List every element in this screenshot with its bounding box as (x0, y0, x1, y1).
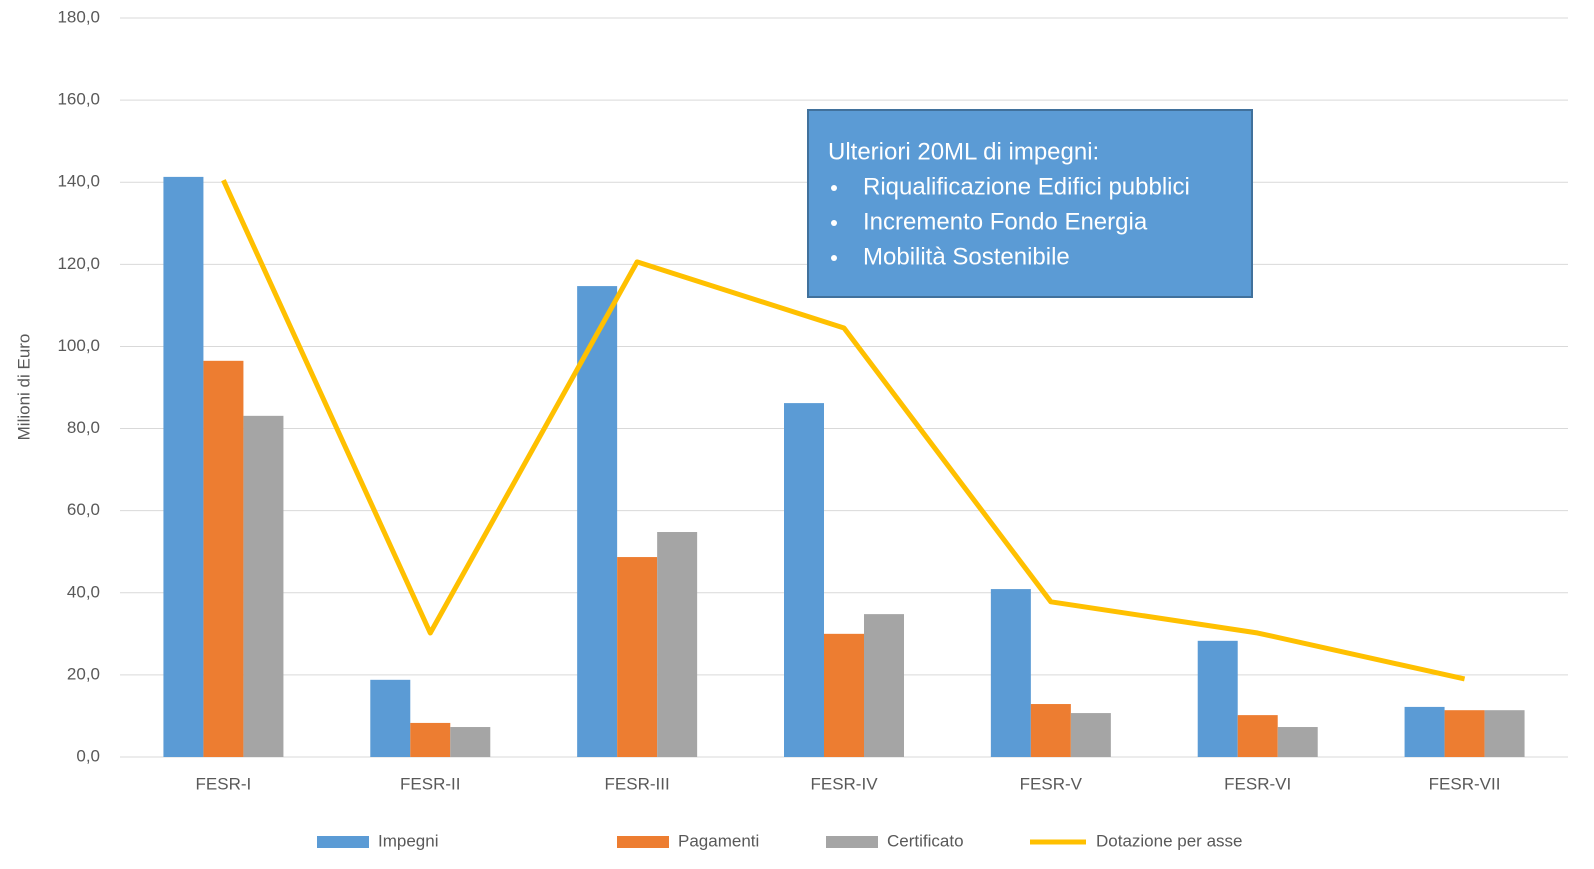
y-tick-label: 40,0 (67, 582, 100, 601)
x-tick-label: FESR-IV (810, 774, 878, 793)
x-tick-label: FESR-V (1020, 774, 1083, 793)
bar (577, 286, 618, 757)
annotation-title: Ulteriori 20ML di impegni: (828, 138, 1099, 165)
x-tick-label: FESR-II (400, 774, 460, 793)
bar (864, 614, 904, 757)
bullet (831, 255, 837, 261)
legend-label: Impegni (378, 831, 438, 850)
bullet (831, 185, 837, 191)
y-tick-label: 180,0 (57, 7, 100, 26)
x-tick-label: FESR-III (605, 774, 670, 793)
line (221, 179, 1466, 682)
legend-label: Certificato (887, 831, 964, 850)
y-axis-label: Milioni di Euro (14, 334, 33, 441)
bar (1484, 710, 1525, 757)
legend-label: Pagamenti (678, 831, 759, 850)
annotation-item: Incremento Fondo Energia (863, 208, 1148, 235)
bar (657, 532, 698, 757)
annotation: Ulteriori 20ML di impegni: Riqualificazio… (807, 109, 1253, 298)
y-tick-label: 20,0 (67, 664, 100, 683)
bar (1444, 710, 1485, 757)
bar (450, 727, 491, 757)
x-tick-label: FESR-VII (1429, 774, 1501, 793)
x-tick-label: FESR-VI (1224, 774, 1291, 793)
bar (163, 176, 204, 757)
bar (370, 679, 411, 757)
y-tick-label: 160,0 (57, 90, 100, 109)
bar (617, 557, 658, 757)
bar (243, 415, 284, 757)
bar (1030, 704, 1071, 757)
y-tick-label: 80,0 (67, 418, 100, 437)
legend-swatch (317, 836, 369, 848)
bar (1197, 640, 1238, 757)
legend-swatch (617, 836, 669, 848)
y-tick-label: 140,0 (57, 172, 100, 191)
bullet (831, 220, 837, 226)
bar (990, 589, 1031, 757)
y-tick-label: 120,0 (57, 254, 100, 273)
y-tick-label: 100,0 (57, 336, 100, 355)
bar (203, 360, 244, 757)
bar (824, 633, 864, 757)
annotation-item: Riqualificazione Edifici pubblici (863, 173, 1190, 200)
legend-label: Dotazione per asse (1096, 831, 1242, 850)
annotation-item: Mobilità Sostenibile (863, 243, 1070, 270)
bar (1237, 715, 1278, 757)
bar (1070, 713, 1111, 757)
bar (784, 403, 824, 757)
x-tick-label: FESR-I (196, 774, 252, 793)
bar (1277, 727, 1318, 757)
annotation-box (807, 109, 1253, 298)
y-tick-label: 0,0 (76, 746, 100, 765)
y-tick-label: 60,0 (67, 500, 100, 519)
legend-swatch (826, 836, 878, 848)
bar (410, 722, 451, 757)
bar (1404, 706, 1445, 757)
